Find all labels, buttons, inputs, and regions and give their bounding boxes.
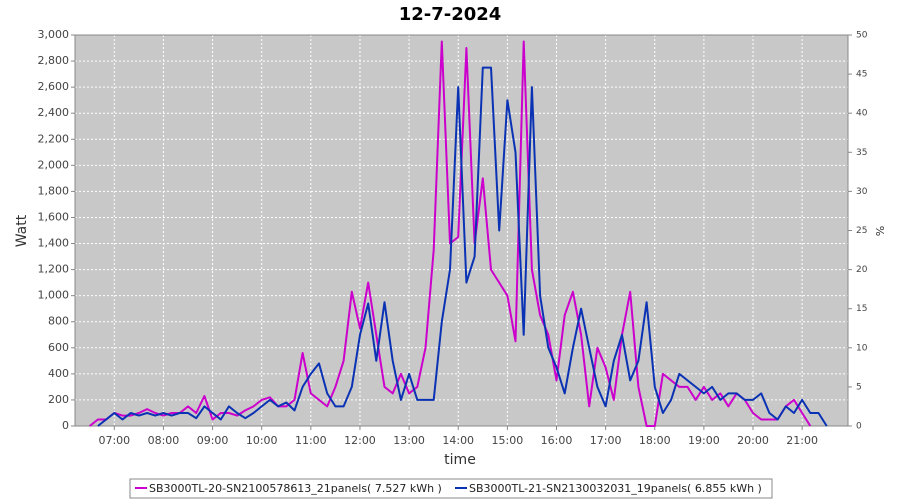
x-tick-label: 21:00 (786, 434, 818, 447)
x-tick-label: 10:00 (246, 434, 278, 447)
y-tick-label: 1,800 (38, 184, 70, 197)
y-tick-label: 800 (48, 315, 69, 328)
x-tick-label: 19:00 (688, 434, 720, 447)
x-tick-label: 12:00 (344, 434, 376, 447)
x-tick-label: 09:00 (197, 434, 229, 447)
y2-tick-label: 35 (856, 148, 867, 158)
y-tick-label: 1,000 (38, 289, 70, 302)
y-tick-label: 2,200 (38, 132, 70, 145)
x-tick-label: 20:00 (737, 434, 769, 447)
y-tick-label: 1,400 (38, 237, 70, 250)
y-tick-label: 0 (62, 419, 69, 432)
y-axis-label: Watt (14, 214, 30, 247)
x-tick-label: 11:00 (295, 434, 327, 447)
y2-tick-label: 5 (856, 382, 862, 392)
y2-tick-label: 45 (856, 70, 867, 80)
y2-tick-label: 20 (856, 265, 868, 275)
legend-label: SB3000TL-20-SN2100578613_21panels( 7.527… (149, 482, 442, 495)
y-tick-label: 1,200 (38, 263, 70, 276)
x-axis-label: time (444, 452, 476, 468)
chart-title: 12-7-2024 (399, 4, 502, 25)
plot-area (75, 35, 848, 426)
y-tick-label: 2,600 (38, 80, 70, 93)
x-tick-label: 14:00 (442, 434, 474, 447)
y2-tick-label: 30 (856, 187, 868, 197)
y2-tick-label: 25 (856, 226, 867, 236)
x-tick-label: 07:00 (98, 434, 130, 447)
x-tick-label: 17:00 (590, 434, 622, 447)
y-tick-label: 3,000 (38, 28, 70, 41)
legend-label: SB3000TL-21-SN2130032031_19panels( 6.855… (469, 482, 762, 495)
legend (129, 478, 773, 499)
y-tick-label: 200 (48, 393, 69, 406)
y2-tick-label: 50 (856, 31, 868, 41)
y2-tick-label: 15 (856, 304, 867, 314)
y-tick-label: 2,400 (38, 106, 70, 119)
y2-tick-label: 10 (856, 343, 868, 353)
y-tick-label: 2,000 (38, 158, 70, 171)
y-tick-label: 400 (48, 367, 69, 380)
y-tick-label: 1,600 (38, 210, 70, 223)
y2-axis-label: % (874, 226, 887, 236)
plot-border (74, 34, 849, 427)
y2-tick-label: 0 (856, 422, 862, 432)
x-tick-label: 16:00 (541, 434, 573, 447)
y-tick-label: 600 (48, 341, 69, 354)
y-tick-label: 2,800 (38, 54, 70, 67)
x-tick-label: 15:00 (492, 434, 524, 447)
y2-tick-label: 40 (856, 109, 868, 119)
series-line (97, 66, 828, 427)
x-tick-label: 13:00 (393, 434, 425, 447)
x-tick-label: 18:00 (639, 434, 671, 447)
x-tick-label: 08:00 (148, 434, 180, 447)
